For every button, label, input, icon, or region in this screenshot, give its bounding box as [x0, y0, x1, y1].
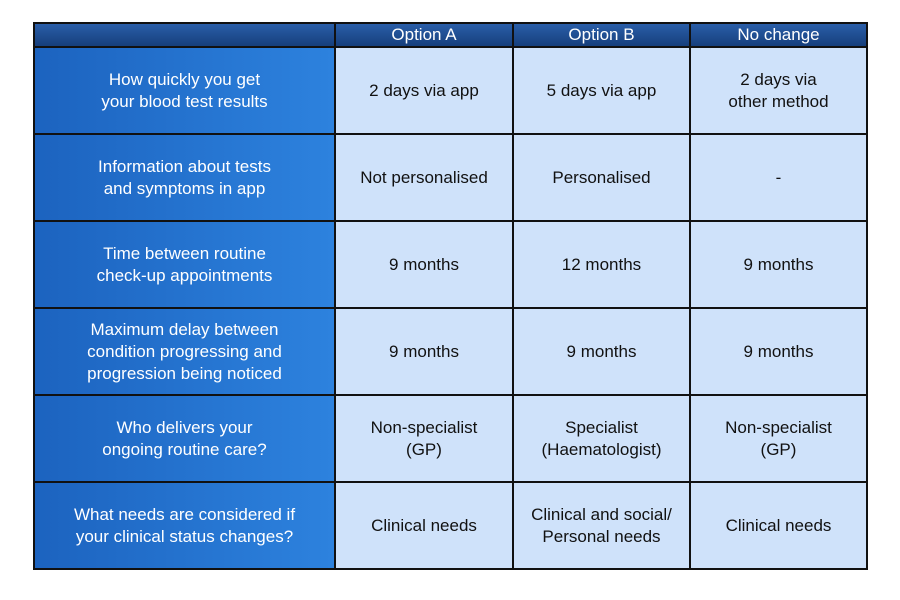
text-line: (GP): [760, 439, 797, 459]
row-label: Time between routine check-up appointment…: [33, 220, 336, 309]
text-line: other method: [728, 91, 829, 111]
text-line: Clinical needs: [725, 515, 832, 535]
text-line: 12 months: [561, 254, 642, 274]
table-cell: 2 days via app: [334, 46, 514, 135]
attribute-table: Option A Option B No change How quickly you…: [33, 22, 868, 570]
table-row: Information about tests and symptoms in a…: [33, 133, 868, 222]
table-cell: Clinical needs: [334, 481, 514, 570]
text-line: 9 months: [566, 341, 637, 361]
text-line: Who delivers your: [116, 417, 253, 437]
table-row: What needs are considered if your clinica…: [33, 481, 868, 570]
text-line: condition progressing and: [87, 341, 282, 361]
text-line: What needs are considered if: [73, 504, 296, 524]
table-cell: -: [689, 133, 868, 222]
text-line: How quickly you get: [108, 69, 261, 89]
text-line: 9 months: [743, 254, 814, 274]
table-cell: Specialist (Haematologist): [512, 394, 691, 483]
table-cell: 9 months: [334, 307, 514, 396]
text-line: (Haematologist): [541, 439, 662, 459]
text-line: Specialist: [565, 417, 638, 437]
table-cell: Not personalised: [334, 133, 514, 222]
row-label: Who delivers your ongoing routine care?: [33, 394, 336, 483]
text-line: and symptoms in app: [103, 178, 266, 198]
table-cell: 9 months: [512, 307, 691, 396]
table-cell: Clinical needs: [689, 481, 868, 570]
table-row: Who delivers your ongoing routine care? No…: [33, 394, 868, 483]
row-label: Information about tests and symptoms in a…: [33, 133, 336, 222]
text-line: Time between routine: [103, 243, 266, 263]
text-line: -: [775, 167, 782, 187]
text-line: 9 months: [743, 341, 814, 361]
table-cell: Personalised: [512, 133, 691, 222]
text-line: Clinical and social/: [531, 504, 672, 524]
text-line: ongoing routine care?: [102, 439, 267, 459]
row-label: How quickly you get your blood test resul…: [33, 46, 336, 135]
text-line: 2 days via app: [369, 80, 479, 100]
text-line: check-up appointments: [96, 265, 273, 285]
table-body: Option A Option B No change How quickly you…: [33, 22, 868, 570]
table-cell: 9 months: [334, 220, 514, 309]
text-line: progression being noticed: [87, 363, 282, 383]
text-line: Personalised: [552, 167, 651, 187]
table-cell: Clinical and social/Personal needs: [512, 481, 691, 570]
table-cell: 9 months: [689, 307, 868, 396]
text-line: Clinical needs: [371, 515, 477, 535]
text-line: your clinical status changes?: [75, 526, 294, 546]
table-cell: 9 months: [689, 220, 868, 309]
text-line: 9 months: [389, 254, 459, 274]
text-line: Non-specialist: [370, 417, 478, 437]
text-line: Information about tests: [98, 156, 271, 176]
table-cell: Non-specialist (GP): [334, 394, 514, 483]
table-cell: 5 days via app: [512, 46, 691, 135]
text-line: Non-specialist: [725, 417, 832, 437]
header-cell: No change: [689, 22, 868, 48]
text-line: Not personalised: [360, 167, 488, 187]
row-label: What needs are considered if your clinica…: [33, 481, 336, 570]
table-row: Maximum delay between condition progressi…: [33, 307, 868, 396]
header-row: Option A Option B No change: [33, 22, 868, 48]
text-line: 5 days via app: [546, 80, 657, 100]
table-row: Time between routine check-up appointment…: [33, 220, 868, 309]
header-cell: Option B: [512, 22, 691, 48]
row-label: Maximum delay between condition progressi…: [33, 307, 336, 396]
text-line: (GP): [406, 439, 442, 459]
table-row: How quickly you get your blood test resul…: [33, 46, 868, 135]
header-corner: [33, 22, 336, 48]
text-line: Maximum delay between: [90, 319, 279, 339]
text-line: 2 days via: [740, 69, 817, 89]
text-line: 9 months: [389, 341, 459, 361]
text-line: your blood test results: [101, 91, 268, 111]
table-cell: Non-specialist (GP): [689, 394, 868, 483]
table-cell: 2 days via other method: [689, 46, 868, 135]
text-line: Personal needs: [542, 526, 661, 546]
table-cell: 12 months: [512, 220, 691, 309]
header-cell: Option A: [334, 22, 514, 48]
